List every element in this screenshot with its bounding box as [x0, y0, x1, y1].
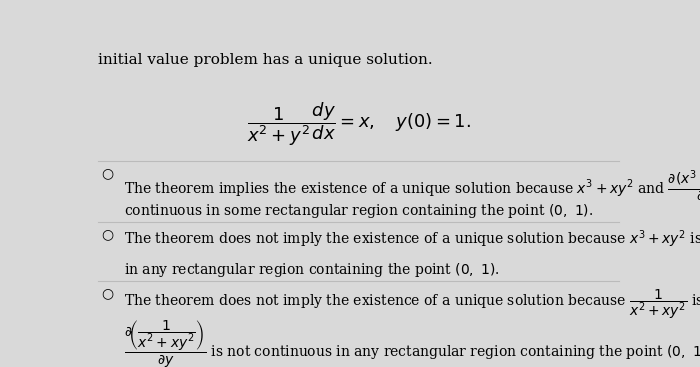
Text: $\bigcirc$: $\bigcirc$ — [101, 168, 114, 182]
Text: $\dfrac{1}{x^2 + y^2}\dfrac{dy}{dx} = x,\quad y(0) = 1.$: $\dfrac{1}{x^2 + y^2}\dfrac{dy}{dx} = x,… — [246, 101, 471, 148]
Text: The theorem does not imply the existence of a unique solution because $\dfrac{1}: The theorem does not imply the existence… — [125, 287, 700, 321]
Text: initial value problem has a unique solution.: initial value problem has a unique solut… — [98, 52, 433, 66]
Text: $\bigcirc$: $\bigcirc$ — [101, 229, 114, 243]
Text: in any rectangular region containing the point $(0,\ 1)$.: in any rectangular region containing the… — [125, 261, 500, 279]
Text: $\dfrac{\partial\!\left(\dfrac{1}{x^2+xy^2}\right)}{\partial y}$ is not continuo: $\dfrac{\partial\!\left(\dfrac{1}{x^2+xy… — [125, 319, 700, 367]
Text: The theorem does not imply the existence of a unique solution because $x^3 + xy^: The theorem does not imply the existence… — [125, 229, 700, 250]
Text: continuous in some rectangular region containing the point $(0,\ 1)$.: continuous in some rectangular region co… — [125, 202, 594, 220]
Text: The theorem implies the existence of a unique solution because $x^3 + xy^2$ and : The theorem implies the existence of a u… — [125, 168, 700, 207]
Text: $\bigcirc$: $\bigcirc$ — [101, 287, 114, 302]
